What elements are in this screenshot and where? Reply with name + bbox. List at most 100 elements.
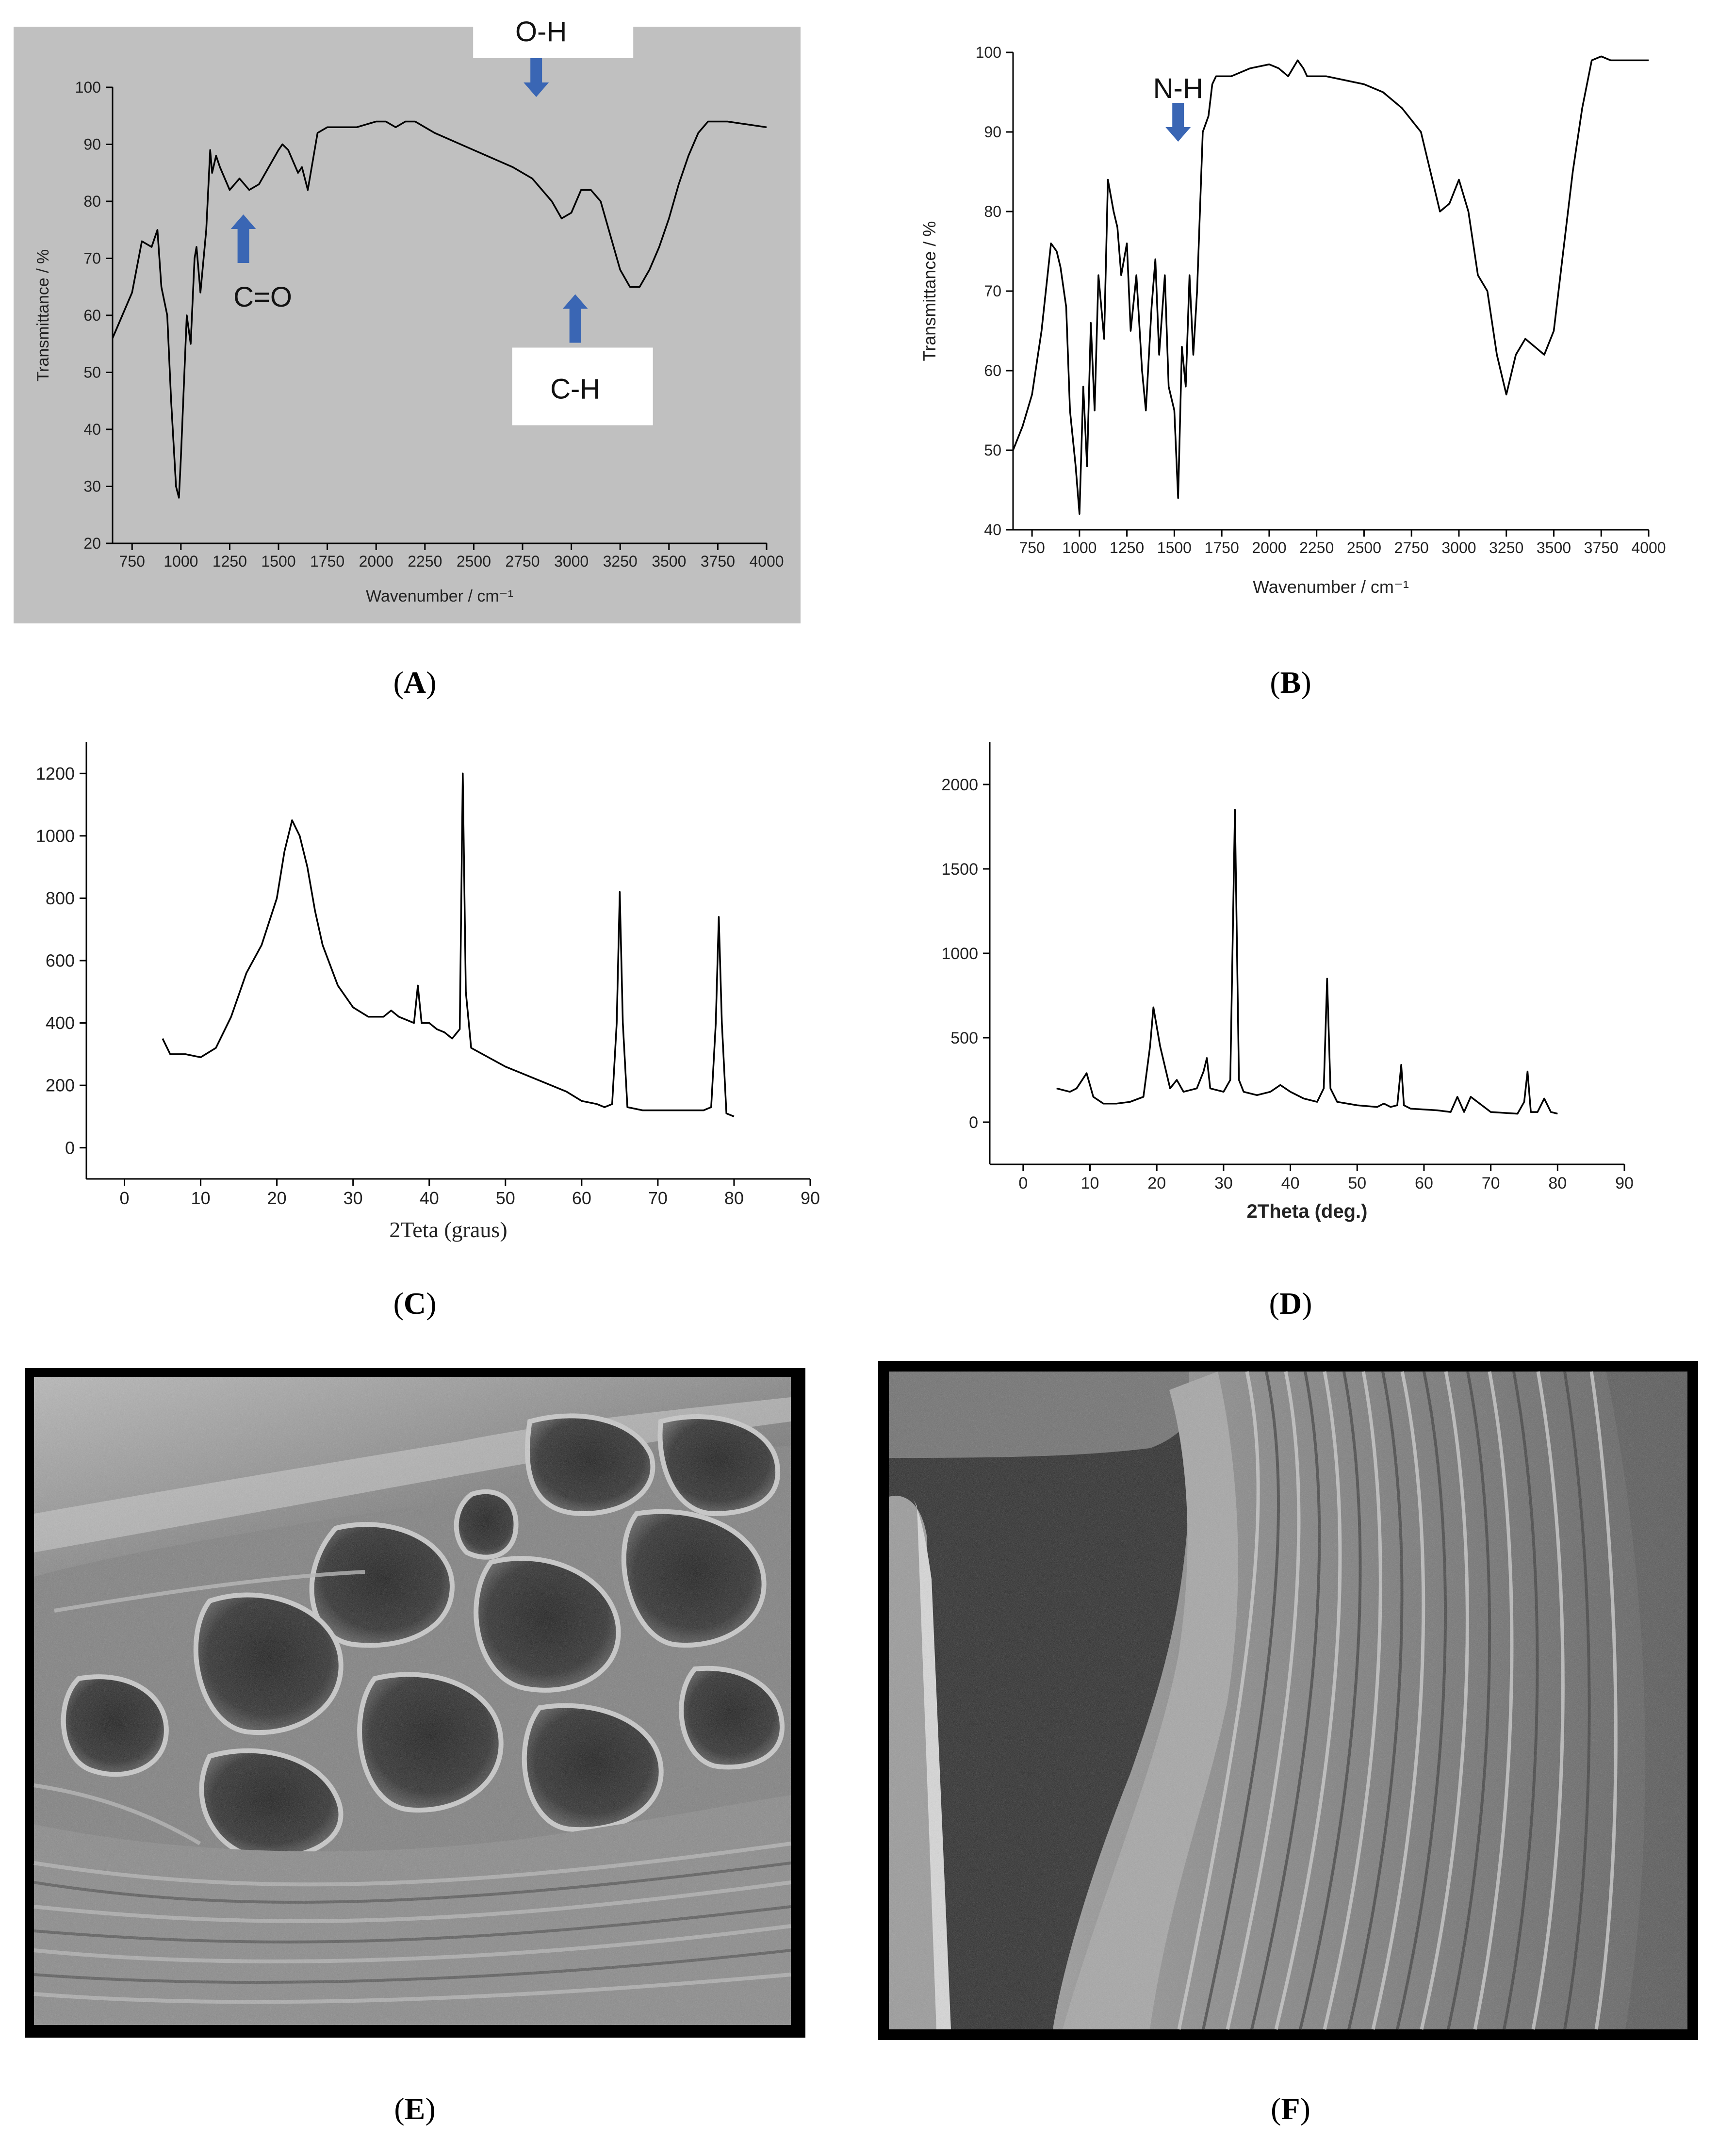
annotation-label: O-H (515, 16, 567, 48)
x-axis-title-d: 2Theta (deg.) (1247, 1201, 1368, 1222)
series-line-d (1056, 809, 1558, 1115)
x-tick-label-d: 50 (1348, 1174, 1366, 1192)
x-tick-label-c: 70 (648, 1188, 668, 1208)
annotation-box (512, 347, 653, 425)
x-tick-label-d: 60 (1415, 1174, 1433, 1192)
x-tick-label-b: 1750 (1205, 539, 1239, 556)
x-tick-label-a: 1500 (261, 553, 295, 570)
arrow-down-icon (1165, 103, 1191, 142)
x-tick-label-a: 3750 (701, 553, 735, 570)
y-tick-label-d: 2000 (941, 776, 978, 794)
panel-label-f: (F) (1271, 2091, 1310, 2126)
x-tick-label-b: 750 (1019, 539, 1045, 556)
annotation-box (473, 5, 634, 58)
x-tick-label-a: 2500 (457, 553, 491, 570)
x-tick-label-c: 50 (496, 1188, 515, 1208)
annotation-c-o-a: C=O (230, 214, 292, 313)
x-tick-label-a: 3000 (554, 553, 589, 570)
y-tick-label-d: 500 (950, 1029, 978, 1047)
ftir-chart-b: 750 1000 1250 1500 1750 2000 2250 2500 2750 3000 3… (919, 44, 1666, 597)
panel-d-chart: 0 10 20 30 40 50 60 70 80 90 0 500 1000 1500 2000 2Thet… (868, 728, 1735, 1261)
y-tick-label-a: 60 (83, 307, 101, 324)
x-tick-label-d: 70 (1482, 1174, 1500, 1192)
y-tick-label-c: 1200 (36, 764, 75, 784)
x-tick-label-a: 1000 (164, 553, 198, 570)
x-tick-label-c: 20 (267, 1188, 287, 1208)
x-tick-label-a: 2000 (359, 553, 393, 570)
y-tick-label-a: 30 (83, 478, 101, 495)
x-tick-label-b: 2000 (1252, 539, 1286, 556)
x-axis-title-a: Wavenumber / cm⁻¹ (366, 587, 513, 605)
x-tick-label-b: 1250 (1110, 539, 1144, 556)
annotation-label: N-H (1153, 73, 1203, 104)
series-line-b (1012, 55, 1649, 515)
panel-label-b: (B) (1270, 665, 1311, 700)
panel-a-chart: 750 1000 1250 1500 1750 2000 2250 2500 2750 3000 3… (0, 0, 868, 655)
sem-image-f (878, 1361, 1698, 2040)
y-tick-label-b: 60 (984, 362, 1001, 379)
sem-image-e (25, 1368, 805, 2038)
plot-background-a (14, 27, 801, 623)
arrow-down-icon (524, 58, 549, 97)
x-tick-label-a: 3500 (652, 553, 686, 570)
x-axis-title-c: 2Teta (graus) (389, 1217, 507, 1242)
y-tick-label-b: 40 (984, 521, 1001, 539)
y-tick-label-a: 20 (83, 535, 101, 552)
x-tick-label-a: 1250 (213, 553, 247, 570)
x-tick-label-a: 3250 (603, 553, 638, 570)
x-tick-label-b: 3500 (1537, 539, 1571, 556)
y-tick-label-b: 80 (984, 203, 1001, 220)
panel-label-c: (C) (393, 1286, 437, 1321)
x-tick-label-c: 80 (724, 1188, 744, 1208)
x-tick-label-b: 4000 (1631, 539, 1666, 556)
x-tick-label-c: 40 (420, 1188, 439, 1208)
y-tick-label-c: 400 (46, 1013, 75, 1033)
annotation-c-h-a: C-H (512, 294, 653, 425)
y-axis-title-a: Transmittance / % (34, 249, 52, 382)
x-tick-label-d: 40 (1281, 1174, 1300, 1192)
x-axis-title-b: Wavenumber / cm⁻¹ (1253, 577, 1409, 597)
y-tick-label-d: 1500 (941, 860, 978, 879)
y-tick-label-c: 0 (65, 1138, 75, 1158)
series-line-a (112, 120, 767, 499)
panel-label-a: (A) (393, 665, 437, 700)
y-tick-label-c: 1000 (36, 826, 75, 846)
xrd-chart-c: 0 10 20 30 40 50 60 70 80 90 0 200 400 600 800 1000 1200… (36, 742, 820, 1242)
y-tick-label-a: 80 (83, 193, 101, 210)
y-axis-title-b: Transmittance / % (919, 221, 939, 361)
x-tick-label-b: 3750 (1584, 539, 1619, 556)
x-tick-label-c: 60 (572, 1188, 591, 1208)
y-tick-label-c: 200 (46, 1076, 75, 1095)
x-tick-label-b: 3250 (1489, 539, 1523, 556)
x-tick-label-d: 90 (1615, 1174, 1634, 1192)
x-tick-label-b: 3000 (1441, 539, 1476, 556)
x-tick-label-b: 2250 (1299, 539, 1334, 556)
y-tick-label-a: 100 (75, 79, 101, 96)
x-tick-label-c: 30 (344, 1188, 363, 1208)
x-tick-label-a: 2250 (408, 553, 442, 570)
x-tick-label-a: 4000 (749, 553, 784, 570)
annotation-label: C-H (550, 374, 600, 405)
y-tick-label-d: 1000 (941, 945, 978, 963)
y-tick-label-d: 0 (969, 1113, 978, 1132)
x-tick-label-d: 80 (1548, 1174, 1567, 1192)
x-tick-label-d: 30 (1214, 1174, 1233, 1192)
annotation-label: C=O (233, 281, 292, 313)
x-tick-label-c: 10 (191, 1188, 211, 1208)
x-tick-label-d: 10 (1081, 1174, 1099, 1192)
annotation-n-h-b: N-H (1153, 73, 1203, 142)
y-tick-label-b: 90 (984, 123, 1001, 141)
y-tick-label-a: 90 (83, 136, 101, 153)
x-tick-label-b: 2750 (1394, 539, 1429, 556)
x-tick-label-c: 90 (801, 1188, 820, 1208)
panel-label-e: (E) (394, 2091, 436, 2126)
x-tick-label-b: 1500 (1157, 539, 1192, 556)
y-tick-label-a: 50 (83, 364, 101, 381)
y-tick-label-a: 40 (83, 421, 101, 438)
ftir-chart-a: 750 1000 1250 1500 1750 2000 2250 2500 2750 3000 3… (14, 5, 801, 623)
annotation-o-h-a: O-H (473, 5, 634, 97)
y-tick-label-b: 70 (984, 282, 1001, 300)
panel-b-chart: 750 1000 1250 1500 1750 2000 2250 2500 2750 3000 3… (868, 0, 1735, 655)
x-tick-label-a: 750 (119, 553, 145, 570)
y-tick-label-a: 70 (83, 250, 101, 267)
